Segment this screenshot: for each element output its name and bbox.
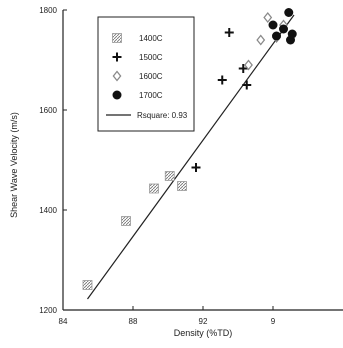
data-point-1600c [263,11,273,24]
y-tick-label: 1800 [39,6,57,15]
data-point-1700c [284,8,294,17]
legend-label: 1400C [139,34,163,43]
data-point-1500c [224,28,234,37]
data-point-1400c [164,171,175,181]
legend-marker-1400c [112,33,122,43]
axis-ticks: 84 88 92 9 1200 1400 1600 1800 [39,6,276,326]
data-point-1400c [177,181,187,191]
x-tick-label: 88 [129,317,138,326]
legend-fit-label: Rsquare: 0.93 [137,111,188,120]
legend-marker-1700c [112,90,122,100]
data-point-1700c [268,20,278,30]
data-point-1700c [279,24,288,34]
x-tick-label: 92 [199,317,208,326]
data-point-1700c [287,29,297,39]
y-tick-label: 1600 [39,106,57,115]
data-point-1400c [149,183,159,194]
y-tick-label: 1400 [39,206,57,215]
data-point-1400c [121,216,131,226]
legend-label: 1500C [139,53,163,62]
data-point-1500c [238,64,248,73]
data-point-1500c [191,163,201,172]
data-point-1500c [217,75,227,85]
x-axis-title: Density (%TD) [174,328,233,338]
data-point-1600c [244,59,253,71]
y-tick-label: 1200 [39,306,57,315]
regression-line [87,14,295,300]
regression-line-group [87,14,295,300]
legend-marker-1500c [112,52,122,62]
data-point-1400c [82,280,93,290]
y-axis-title: Shear Wave Velocity (m/s) [9,112,19,218]
legend-marker-1600c [112,70,122,82]
data-points [82,8,297,290]
legend: 1400C 1500C 1600C 1700C Rsquare: 0.93 [97,16,195,132]
data-point-1600c [256,34,266,46]
data-point-1700c [272,31,281,41]
legend-label: 1600C [139,72,163,81]
legend-label: 1700C [139,91,163,100]
data-point-1500c [242,80,252,90]
x-tick-label: 84 [59,317,68,326]
x-tick-label: 9 [271,317,276,326]
